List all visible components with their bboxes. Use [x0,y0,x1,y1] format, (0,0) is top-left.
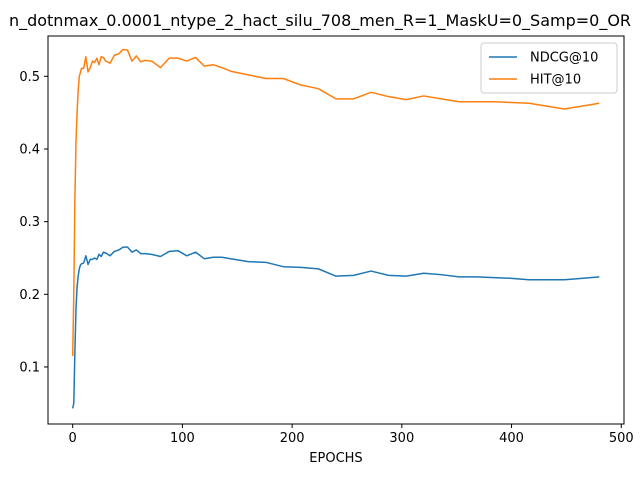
y-tick-label: 0.5 [19,70,40,85]
legend-box [480,42,618,94]
y-tick-label: 0.4 [19,142,40,157]
x-tick-label: 500 [609,431,634,446]
x-tick-label: 200 [280,431,305,446]
ticks-layer: 0 100 200 300 400 500 0.1 0.2 0.3 0.4 0.5 [19,70,633,446]
x-tick-label: 400 [499,431,524,446]
legend: NDCG@10 HIT@10 [480,42,618,94]
series-line-hit-10 [71,48,600,357]
y-tick-label: 0.1 [19,360,40,375]
y-tick-label: 0.3 [19,215,40,230]
legend-label-ndcg-10: NDCG@10 [530,51,598,66]
x-tick-label: 300 [389,431,414,446]
x-tick-label: 0 [69,431,77,446]
legend-label-hit-10: HIT@10 [530,73,581,88]
legend-entries: NDCG@10 HIT@10 [489,51,598,88]
axes-frame [47,35,625,425]
chart-title: n_dotnmax_0.0001_ntype_2_hact_silu_708_m… [9,11,631,31]
x-tick-label: 100 [170,431,195,446]
series-line-ndcg-10 [71,246,600,409]
series-layer [71,48,600,409]
x-axis-label: EPOCHS [309,451,362,466]
y-tick-label: 0.2 [19,288,40,303]
